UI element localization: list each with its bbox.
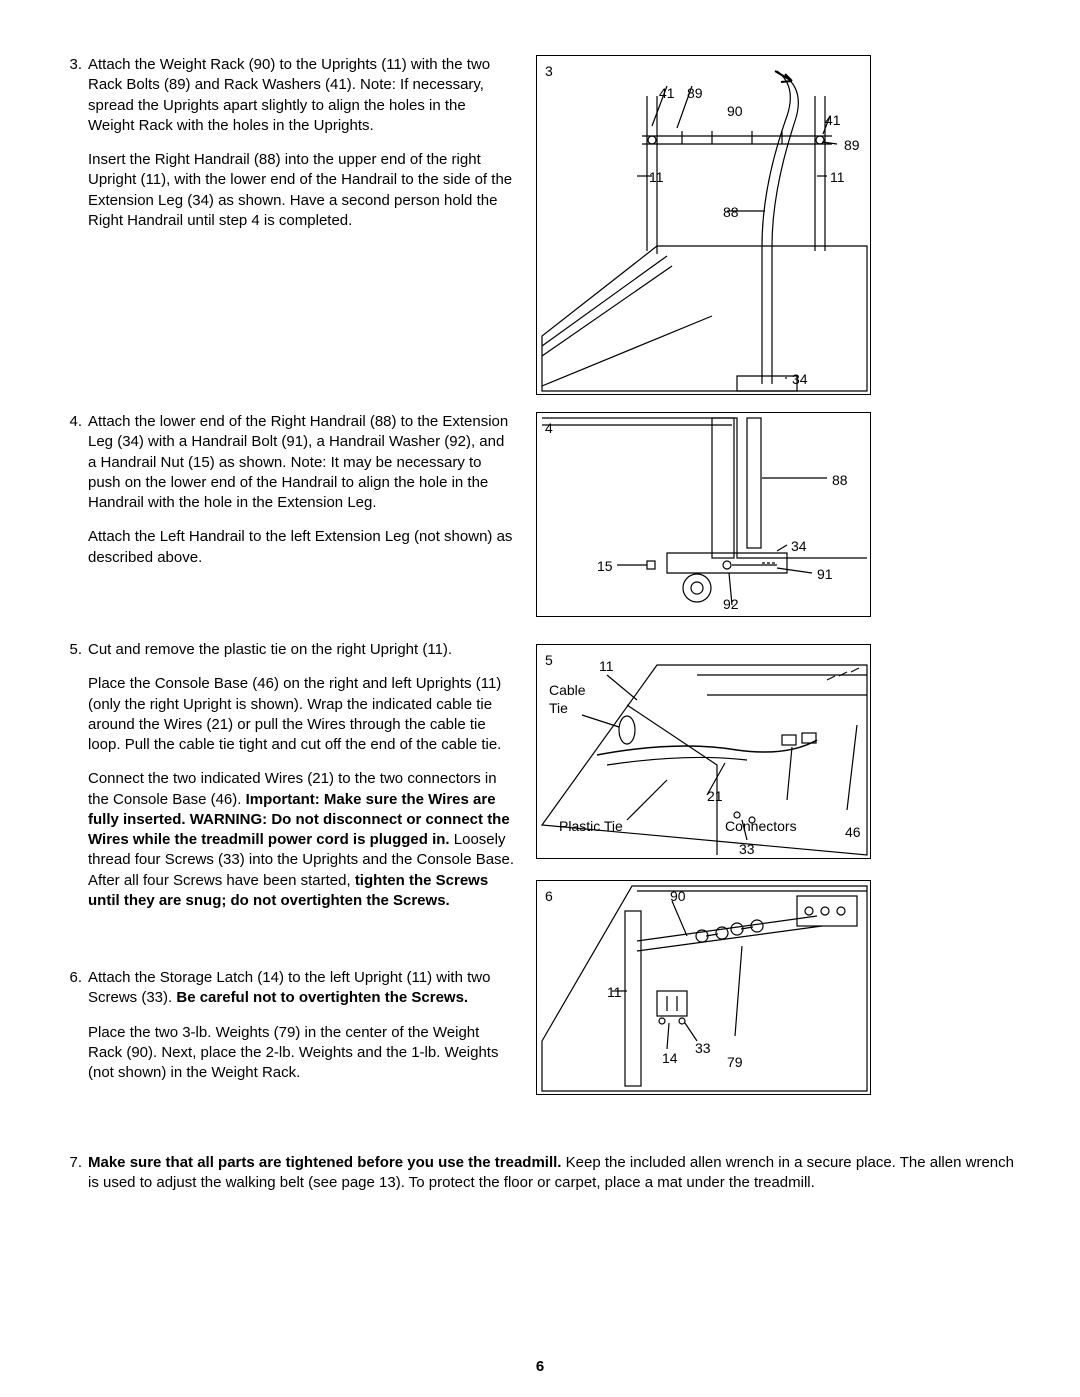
d3-89a: 89	[687, 84, 703, 103]
diagram-4-svg	[537, 413, 872, 618]
step-3-number: 3.	[60, 55, 88, 231]
d5-step-label: 5	[545, 651, 553, 670]
d4-34: 34	[791, 537, 807, 556]
d6-step-label: 6	[545, 887, 553, 906]
step-3-body: Attach the Weight Rack (90) to the Uprig…	[88, 55, 515, 231]
diagram-6-svg	[537, 881, 872, 1096]
diagram-5: 5 11 Cable Tie 21 Plastic Tie Connectors…	[536, 644, 871, 859]
step-5-p2: Place the Console Base (46) on the right…	[88, 674, 515, 755]
step-4-number: 4.	[60, 412, 88, 568]
d3-89b: 89	[844, 136, 860, 155]
step-6-body: Attach the Storage Latch (14) to the lef…	[88, 968, 515, 1083]
diagram-6: 6 90 11 14 33 79	[536, 880, 871, 1095]
step-3-p1: Attach the Weight Rack (90) to the Uprig…	[88, 55, 515, 136]
d5-21: 21	[707, 787, 723, 806]
d3-11a: 11	[649, 168, 664, 187]
step-4: 4. Attach the lower end of the Right Han…	[60, 412, 515, 586]
step-5-p3: Connect the two indicated Wires (21) to …	[88, 769, 515, 911]
d4-92: 92	[723, 595, 739, 614]
diagram-3: 3 41 89 90 41 89 11 11 88 34	[536, 55, 871, 395]
step-7: 7. Make sure that all parts are tightene…	[60, 1153, 1020, 1212]
d6-33: 33	[695, 1039, 711, 1058]
page-number: 6	[0, 1357, 1080, 1377]
diagram-4: 4 88 34 15 91 92	[536, 412, 871, 617]
step-4-p2: Attach the Left Handrail to the left Ext…	[88, 527, 515, 568]
step-3: 3. Attach the Weight Rack (90) to the Up…	[60, 55, 515, 249]
d3-41a: 41	[659, 84, 675, 103]
step-7-p1: Make sure that all parts are tightened b…	[88, 1153, 1020, 1194]
d6-14: 14	[662, 1049, 678, 1068]
d3-90: 90	[727, 102, 743, 121]
d3-11b: 11	[830, 168, 845, 187]
d3-step-label: 3	[545, 62, 553, 81]
d6-90: 90	[670, 887, 686, 906]
step-5-p1: Cut and remove the plastic tie on the ri…	[88, 640, 515, 660]
step-7-number: 7.	[60, 1153, 88, 1194]
step-7-body: Make sure that all parts are tightened b…	[88, 1153, 1020, 1194]
step-5: 5. Cut and remove the plastic tie on the…	[60, 640, 515, 929]
d6-79: 79	[727, 1053, 743, 1072]
diagram-3-svg	[537, 56, 872, 396]
d5-46: 46	[845, 823, 861, 842]
d5-connectors: Connectors	[725, 817, 797, 836]
d5-cable: Cable	[549, 681, 586, 700]
d5-11: 11	[599, 657, 614, 676]
d4-91: 91	[817, 565, 833, 584]
step-6-p1b: Be careful not to overtighten the Screws…	[176, 989, 468, 1006]
step-6-p1: Attach the Storage Latch (14) to the lef…	[88, 968, 515, 1009]
step-6: 6. Attach the Storage Latch (14) to the …	[60, 968, 515, 1101]
d5-tie: Tie	[549, 699, 568, 718]
step-6-p2: Place the two 3-lb. Weights (79) in the …	[88, 1023, 515, 1084]
d5-plastic-tie: Plastic Tie	[559, 817, 623, 836]
step-3-p2: Insert the Right Handrail (88) into the …	[88, 150, 515, 231]
d3-34: 34	[792, 370, 808, 389]
d6-11: 11	[607, 983, 622, 1002]
d4-15: 15	[597, 557, 613, 576]
step-4-body: Attach the lower end of the Right Handra…	[88, 412, 515, 568]
d3-88: 88	[723, 203, 739, 222]
d5-33: 33	[739, 840, 755, 859]
step-5-number: 5.	[60, 640, 88, 911]
d4-step-label: 4	[545, 419, 553, 438]
d4-88: 88	[832, 471, 848, 490]
step-5-body: Cut and remove the plastic tie on the ri…	[88, 640, 515, 911]
d3-41b: 41	[825, 111, 841, 130]
step-6-number: 6.	[60, 968, 88, 1083]
step-7-p1a: Make sure that all parts are tightened b…	[88, 1154, 561, 1171]
step-4-p1: Attach the lower end of the Right Handra…	[88, 412, 515, 513]
